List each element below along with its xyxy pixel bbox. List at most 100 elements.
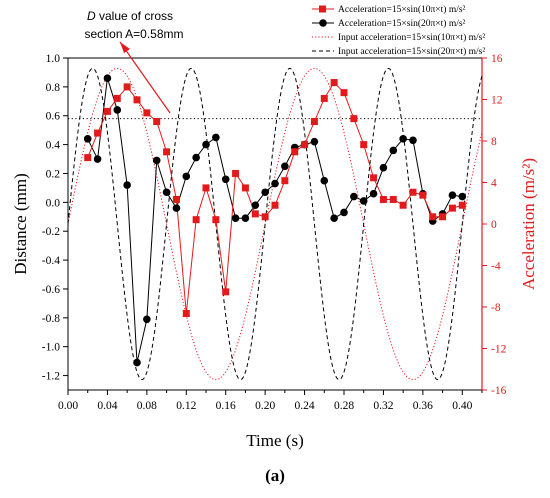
point-accel-20pi [123, 181, 131, 189]
point-accel-10pi [291, 148, 299, 156]
axis-ticks: 0.00 0.04 0.08 0.12 0.16 0.20 0.24 0.28 0.32 0.36… [42, 53, 507, 412]
y-right-axis-title: Acceleration (m/s²) [519, 158, 538, 290]
annotation-line1: D value of cross [87, 9, 173, 23]
legend-item-input-20: Input acceleration=15×sin(20π×t) m/s² [312, 46, 485, 57]
point-accel-10pi [212, 216, 220, 224]
x-axis-title: Time (s) [246, 431, 303, 450]
point-accel-10pi [241, 184, 249, 192]
measured-series [83, 74, 467, 367]
point-accel-10pi [301, 141, 309, 149]
point-accel-10pi [340, 89, 348, 97]
point-accel-10pi [163, 148, 171, 156]
point-accel-20pi [281, 162, 289, 171]
y-right-tick-label: -4 [491, 261, 501, 273]
point-accel-10pi [133, 96, 141, 104]
point-accel-10pi [399, 201, 407, 209]
x-tick-label: 0.00 [58, 400, 78, 412]
point-accel-20pi [448, 191, 457, 199]
point-accel-10pi [379, 195, 387, 203]
point-accel-10pi [320, 94, 328, 102]
figure-caption: (a) [0, 466, 550, 486]
point-accel-10pi [202, 184, 210, 192]
annotation-line1-rest: value of cross [96, 9, 173, 23]
legend-item-accel-10: Acceleration=15×sin(10π×t) m/s² [312, 4, 466, 15]
series-line-accel-10pi [87, 81, 463, 314]
legend-label-accel-20: Acceleration=15×sin(20π×t) m/s² [338, 18, 466, 29]
point-accel-20pi [221, 175, 230, 184]
y-left-tick-label: -1.2 [42, 371, 60, 383]
point-accel-10pi [94, 129, 102, 137]
y-left-tick-label: -0.2 [42, 226, 60, 238]
point-accel-20pi [93, 155, 102, 163]
y-right-tick-label: -16 [491, 385, 507, 397]
y-right-tick-label: -12 [491, 344, 507, 356]
x-tick-label: 0.36 [413, 400, 433, 412]
point-accel-10pi [419, 191, 427, 199]
point-accel-10pi [271, 201, 279, 209]
point-accel-10pi [370, 174, 378, 182]
point-accel-10pi [439, 213, 447, 221]
point-accel-10pi [409, 188, 417, 196]
point-accel-10pi [123, 83, 131, 91]
point-accel-20pi [192, 153, 200, 162]
point-accel-20pi [83, 135, 92, 143]
point-accel-10pi [143, 109, 151, 117]
point-accel-20pi [103, 74, 112, 83]
x-tick-label: 0.40 [452, 400, 472, 412]
y-left-tick-label: 0.8 [46, 82, 61, 94]
point-accel-20pi [133, 358, 141, 367]
point-accel-20pi [231, 214, 240, 223]
y-right-tick-label: 4 [491, 178, 497, 190]
input-curves [67, 67, 483, 381]
figure-label: (a) [265, 466, 285, 485]
input-curve-10pi [67, 67, 483, 381]
point-accel-10pi [222, 288, 230, 296]
point-accel-20pi [359, 197, 368, 205]
point-accel-20pi [379, 163, 388, 172]
point-accel-10pi [113, 94, 121, 102]
x-tick-label: 0.16 [216, 400, 236, 412]
x-tick-label: 0.08 [137, 400, 157, 412]
point-accel-10pi [448, 204, 456, 212]
point-accel-20pi [143, 315, 151, 324]
y-left-axis-title: Distance (mm) [11, 173, 30, 275]
point-accel-10pi [192, 216, 200, 224]
legend-label-input-10: Input acceleration=15×sin(10π×t) m/s² [338, 32, 485, 43]
point-accel-10pi [182, 309, 190, 317]
point-accel-10pi [350, 115, 358, 123]
point-accel-10pi [172, 195, 180, 203]
y-left-tick-label: 0.2 [46, 168, 61, 180]
x-tick-label: 0.12 [176, 400, 196, 412]
point-accel-10pi [153, 118, 161, 126]
y-left-tick-label: 0.4 [46, 140, 61, 152]
y-right-tick-label: -8 [491, 302, 501, 314]
point-accel-20pi [162, 188, 171, 197]
point-accel-10pi [429, 213, 437, 221]
point-accel-10pi [251, 210, 259, 218]
point-accel-20pi [271, 179, 279, 188]
point-accel-20pi [241, 214, 250, 223]
point-accel-20pi [152, 156, 161, 165]
y-right-tick-label: 16 [491, 53, 503, 65]
point-accel-20pi [340, 208, 348, 217]
point-accel-10pi [261, 213, 269, 221]
point-accel-10pi [458, 201, 466, 209]
point-accel-20pi [399, 135, 407, 143]
point-accel-20pi [409, 136, 417, 145]
legend-item-accel-20: Acceleration=15×sin(20π×t) m/s² [312, 18, 466, 29]
annotation-arrow [119, 41, 171, 114]
annotation-line2: section A=0.58mm [84, 27, 183, 41]
x-tick-label: 0.24 [295, 400, 315, 412]
y-left-tick-label: 1.0 [46, 53, 61, 65]
point-accel-10pi [232, 169, 240, 177]
point-accel-20pi [369, 189, 378, 198]
point-accel-20pi [182, 172, 191, 181]
x-tick-label: 0.04 [97, 400, 117, 412]
y-right-tick-label: 12 [491, 95, 503, 107]
y-left-tick-label: -0.4 [42, 255, 60, 267]
point-accel-10pi [281, 177, 289, 185]
point-accel-20pi [202, 140, 210, 149]
point-accel-20pi [172, 204, 181, 212]
point-accel-20pi [251, 201, 260, 210]
